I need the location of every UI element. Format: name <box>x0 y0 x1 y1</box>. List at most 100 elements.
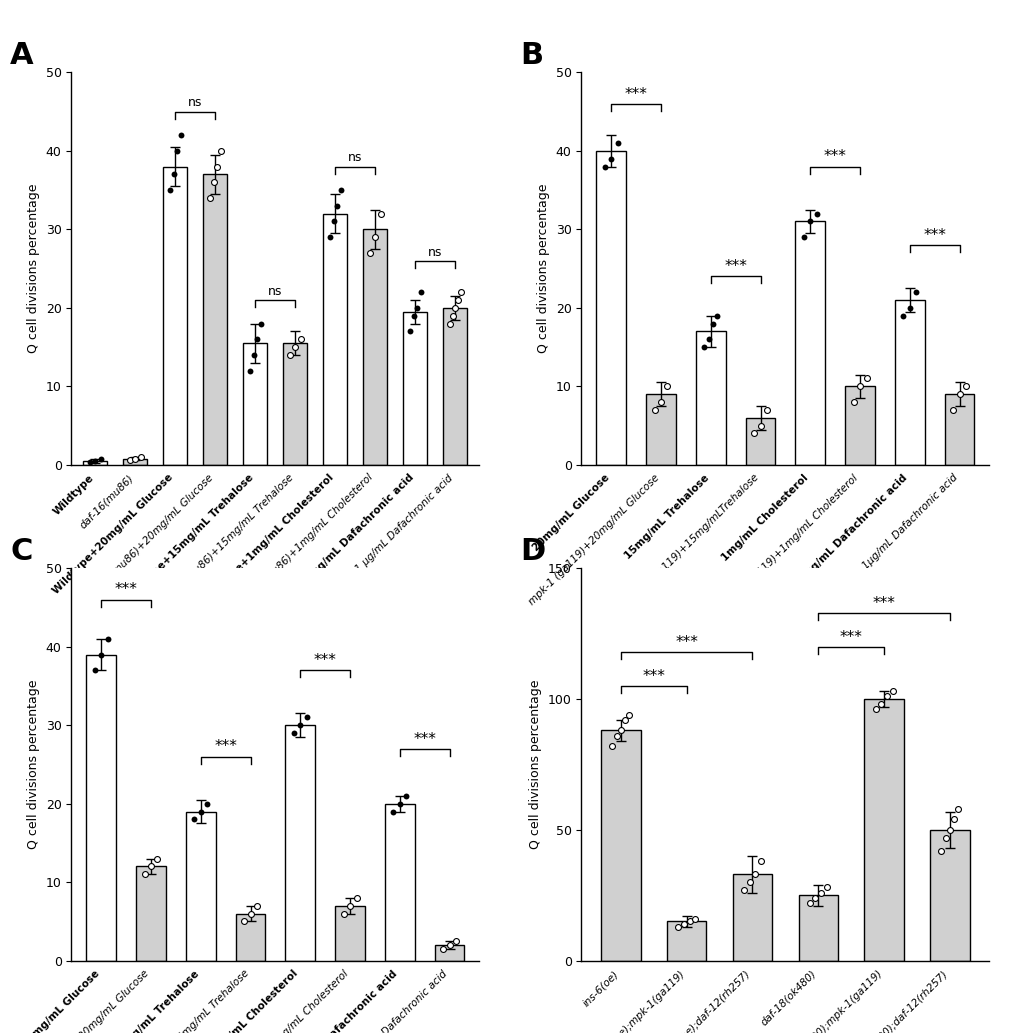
Point <box>137 866 153 882</box>
Point <box>700 331 716 347</box>
Bar <box>732 874 771 961</box>
Bar <box>403 312 427 465</box>
Bar <box>244 343 267 465</box>
Point <box>93 451 109 468</box>
Y-axis label: Q cell divisions percentage: Q cell divisions percentage <box>28 680 40 849</box>
Point <box>372 206 388 222</box>
Point <box>149 850 165 867</box>
Point <box>669 918 686 935</box>
Bar <box>795 221 824 465</box>
Point <box>249 331 265 347</box>
Point <box>957 378 973 395</box>
Point <box>341 898 358 914</box>
Point <box>851 378 867 395</box>
Point <box>249 898 265 914</box>
Text: ***: *** <box>214 740 236 754</box>
Point <box>162 182 178 198</box>
Text: ***: *** <box>922 228 946 243</box>
Point <box>397 787 414 804</box>
Bar <box>384 804 415 961</box>
Point <box>901 300 917 316</box>
Point <box>449 291 466 308</box>
Point <box>291 717 308 733</box>
Point <box>446 300 463 316</box>
Point <box>806 889 822 906</box>
Point <box>252 315 268 332</box>
Point <box>367 229 383 246</box>
Point <box>412 284 428 301</box>
Point <box>941 821 957 838</box>
Point <box>596 158 612 175</box>
Point <box>122 451 139 468</box>
Point <box>127 450 144 467</box>
Point <box>812 884 828 901</box>
Point <box>172 127 189 144</box>
Text: ***: *** <box>314 653 336 668</box>
Text: ***: *** <box>823 150 846 164</box>
Point <box>212 143 228 159</box>
Bar <box>863 699 903 961</box>
Point <box>845 394 861 410</box>
Bar <box>600 730 640 961</box>
Point <box>747 866 763 882</box>
Point <box>447 933 464 949</box>
Point <box>209 158 225 175</box>
Point <box>441 937 458 953</box>
Point <box>242 363 258 379</box>
Point <box>752 853 768 870</box>
Point <box>878 688 895 705</box>
Point <box>681 913 697 930</box>
Bar <box>845 386 874 465</box>
Text: ***: *** <box>839 629 862 645</box>
Point <box>866 701 882 718</box>
Bar <box>645 395 676 465</box>
Point <box>951 386 967 403</box>
Point <box>687 910 703 927</box>
Point <box>132 448 149 465</box>
Text: ***: *** <box>642 668 664 684</box>
Point <box>616 712 633 728</box>
Point <box>621 707 637 723</box>
Point <box>883 683 900 699</box>
Point <box>932 843 949 859</box>
Point <box>695 339 711 355</box>
Point <box>299 709 315 725</box>
Bar <box>84 461 107 465</box>
Text: ns: ns <box>428 246 442 258</box>
Point <box>82 455 98 471</box>
Point <box>708 308 725 324</box>
Point <box>944 402 960 418</box>
Point <box>332 182 348 198</box>
Point <box>452 284 469 301</box>
Point <box>818 879 835 896</box>
Point <box>907 284 923 301</box>
Point <box>752 417 768 434</box>
Point <box>202 190 218 207</box>
Point <box>612 722 629 739</box>
Point <box>441 315 458 332</box>
Point <box>652 394 668 410</box>
Bar <box>745 417 774 465</box>
Point <box>193 804 209 820</box>
Point <box>872 696 889 713</box>
Point <box>808 206 824 222</box>
Point <box>434 941 450 958</box>
Text: ***: *** <box>624 87 647 101</box>
Point <box>391 795 408 812</box>
Point <box>603 738 620 754</box>
Text: ***: *** <box>413 731 436 747</box>
Point <box>362 245 378 261</box>
Text: D: D <box>520 537 545 566</box>
Bar <box>434 945 464 961</box>
Bar <box>323 214 347 465</box>
Point <box>704 315 720 332</box>
Point <box>100 630 116 647</box>
Bar <box>798 896 838 961</box>
Text: ***: *** <box>114 583 138 597</box>
Bar <box>136 867 166 961</box>
Text: ***: *** <box>872 595 895 611</box>
Point <box>325 213 341 229</box>
Point <box>282 347 299 364</box>
Text: ns: ns <box>268 285 282 298</box>
Point <box>165 166 181 183</box>
